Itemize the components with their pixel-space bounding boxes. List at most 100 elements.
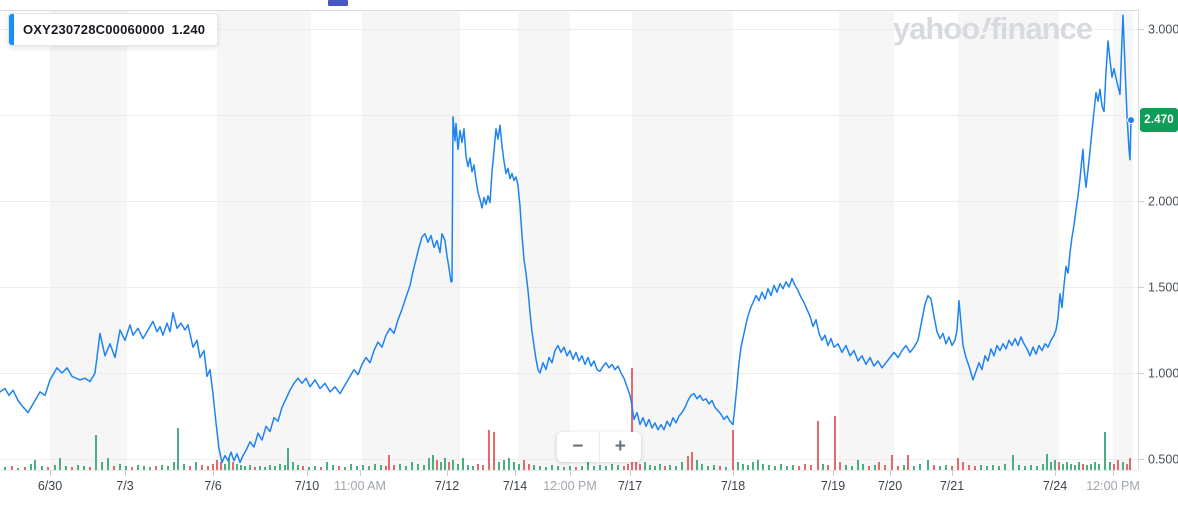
volume-bar: [1046, 454, 1048, 470]
volume-bar: [344, 467, 346, 470]
volume-bar: [167, 466, 169, 470]
volume-bar: [155, 466, 157, 470]
volume-bar: [30, 464, 32, 470]
y-axis-label: 3.000: [1148, 23, 1178, 37]
session-band: [217, 10, 311, 470]
volume-bar: [719, 466, 721, 470]
volume-bar: [752, 462, 754, 470]
zoom-in-button[interactable]: +: [598, 432, 641, 462]
volume-bar: [780, 464, 782, 470]
volume-bar: [696, 460, 698, 470]
volume-bar: [523, 460, 525, 470]
volume-bar: [488, 430, 490, 470]
volume-bar: [1012, 455, 1014, 470]
volume-bar: [173, 462, 175, 470]
volume-bar: [113, 466, 115, 470]
volume-bar: [939, 466, 941, 470]
x-axis-label: 7/21: [940, 479, 964, 493]
volume-bar: [240, 465, 242, 470]
volume-bar: [1066, 462, 1068, 470]
volume-bar: [654, 466, 656, 470]
volume-bar: [913, 466, 915, 470]
volume-bar: [1004, 464, 1006, 470]
volume-bar: [440, 462, 442, 470]
x-axis-label: 12:00 PM: [1086, 479, 1140, 493]
volume-bar: [232, 462, 234, 470]
volume-bar: [810, 465, 812, 470]
volume-bar: [862, 464, 864, 470]
volume-bar: [757, 460, 759, 470]
volume-bar: [77, 465, 79, 470]
volume-bar: [41, 466, 43, 470]
session-band: [839, 10, 894, 470]
volume-bar: [822, 464, 824, 470]
volume-bar: [664, 466, 666, 470]
volume-bar: [878, 462, 880, 470]
volume-bar: [448, 462, 450, 470]
volume-bar: [405, 466, 407, 470]
volume-bar: [482, 465, 484, 470]
volume-bar: [1030, 465, 1032, 470]
volume-bar: [557, 466, 559, 470]
volume-bar: [320, 467, 322, 470]
volume-bar: [691, 452, 693, 470]
volume-bar: [919, 464, 921, 470]
volume-bar: [681, 462, 683, 470]
session-band: [362, 10, 460, 470]
volume-bar: [287, 448, 289, 470]
session-band: [518, 10, 570, 470]
volume-bar: [224, 464, 226, 470]
x-axis-label: 6/30: [38, 479, 62, 493]
navigator-handle[interactable]: [328, 0, 348, 6]
volume-bar: [834, 416, 836, 470]
volume-bar: [851, 466, 853, 470]
volume-bar: [452, 460, 454, 470]
volume-bar: [189, 466, 191, 470]
volume-bar: [927, 460, 929, 470]
volume-bar: [998, 466, 1000, 470]
volume-bar: [1058, 462, 1060, 470]
yahoo-finance-watermark: yahoo!finance: [892, 11, 1093, 46]
volume-bar: [4, 467, 6, 470]
volume-bar: [701, 464, 703, 470]
volume-bar: [137, 465, 139, 470]
volume-bar: [314, 466, 316, 470]
x-axis-label: 7/19: [821, 479, 845, 493]
volume-bar: [903, 465, 905, 470]
volume-bar: [798, 466, 800, 470]
volume-bar: [1050, 462, 1052, 470]
volume-bar: [1018, 465, 1020, 470]
current-price-badge: 2.470: [1140, 108, 1178, 132]
volume-bar: [11, 466, 13, 470]
volume-bar: [1086, 465, 1088, 470]
volume-bar: [957, 458, 959, 470]
volume-bar: [644, 462, 646, 470]
volume-bar: [857, 460, 859, 470]
y-axis-label: 1.000: [1148, 367, 1178, 381]
volume-bar: [220, 462, 222, 470]
volume-bar: [804, 464, 806, 470]
volume-bar: [308, 467, 310, 470]
volume-bar: [839, 462, 841, 470]
volume-bar: [1082, 464, 1084, 470]
volume-bar: [477, 464, 479, 470]
volume-bar: [992, 465, 994, 470]
volume-bar: [385, 466, 387, 470]
volume-bar: [669, 465, 671, 470]
volume-bar: [119, 464, 121, 470]
volume-bar: [545, 467, 547, 470]
volume-bar: [350, 464, 352, 470]
volume-bar: [462, 458, 464, 470]
volume-bar: [17, 468, 19, 470]
volume-bar: [725, 467, 727, 470]
volume-bar: [1054, 460, 1056, 470]
volume-bar: [54, 465, 56, 470]
volume-bar: [411, 462, 413, 470]
volume-bar: [264, 467, 266, 470]
zoom-out-button[interactable]: −: [557, 432, 599, 462]
volume-bar: [244, 466, 246, 470]
volume-bar: [593, 466, 595, 470]
volume-bar: [868, 466, 870, 470]
tooltip-accent-bar: [9, 14, 14, 45]
